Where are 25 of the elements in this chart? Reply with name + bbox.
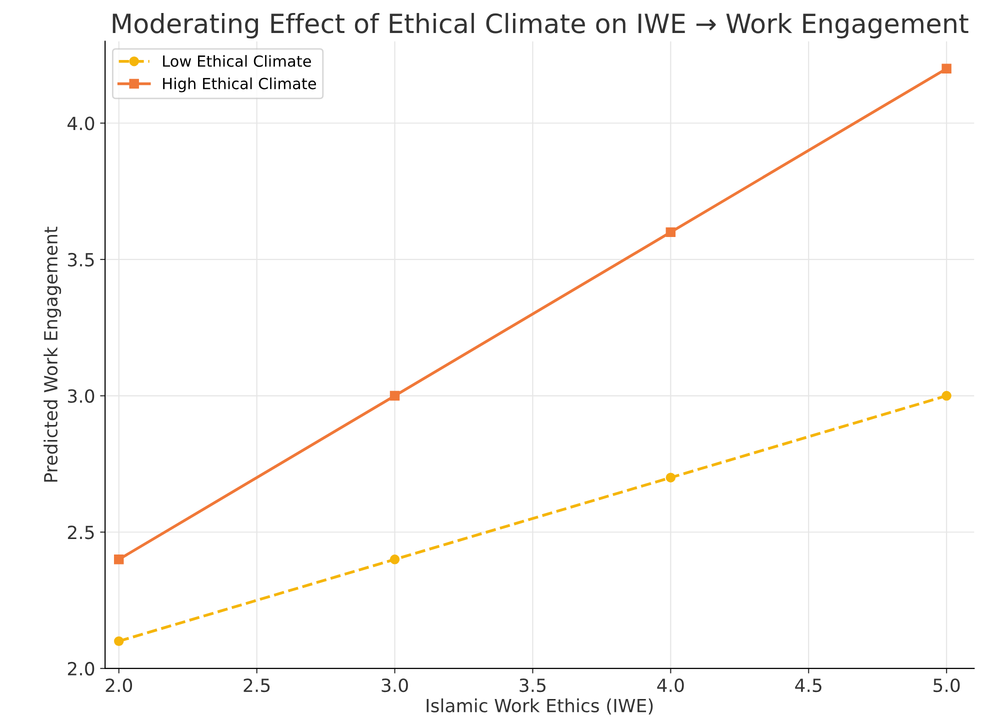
y-tick-label: 4.0	[68, 116, 94, 130]
point	[114, 636, 124, 646]
y-tick-label: 3.5	[68, 252, 94, 267]
point	[390, 554, 400, 564]
point	[942, 64, 952, 74]
point	[114, 554, 124, 564]
x-tick-label: 5.0	[934, 678, 960, 692]
point	[942, 390, 952, 401]
legend-label: High Ethical Climate	[163, 78, 316, 92]
chart-title: Moderating Effect of Ethical Climate on IWE → Work Engagement	[112, 12, 968, 38]
x-tick-label: 3.5	[520, 678, 546, 692]
x-tick-label: 4.0	[657, 678, 684, 692]
y-axis-title: Predicted Work Engagement	[44, 226, 62, 482]
x-axis-title: Islamic Work Ethics (IWE)	[426, 698, 653, 715]
point	[666, 227, 676, 238]
x-tick-label: 4.5	[795, 678, 822, 692]
x-tick-label: 2.0	[106, 678, 132, 692]
legend-label: Low Ethical Climate	[163, 55, 311, 67]
x-tick-label: 2.5	[244, 678, 270, 692]
y-tick-label: 2.5	[68, 526, 94, 540]
point	[666, 472, 676, 482]
y-tick-label: 3.0	[68, 389, 94, 403]
x-tick-label: 3.0	[382, 678, 408, 692]
point	[390, 390, 400, 401]
y-tick-label: 2.0	[68, 662, 94, 676]
